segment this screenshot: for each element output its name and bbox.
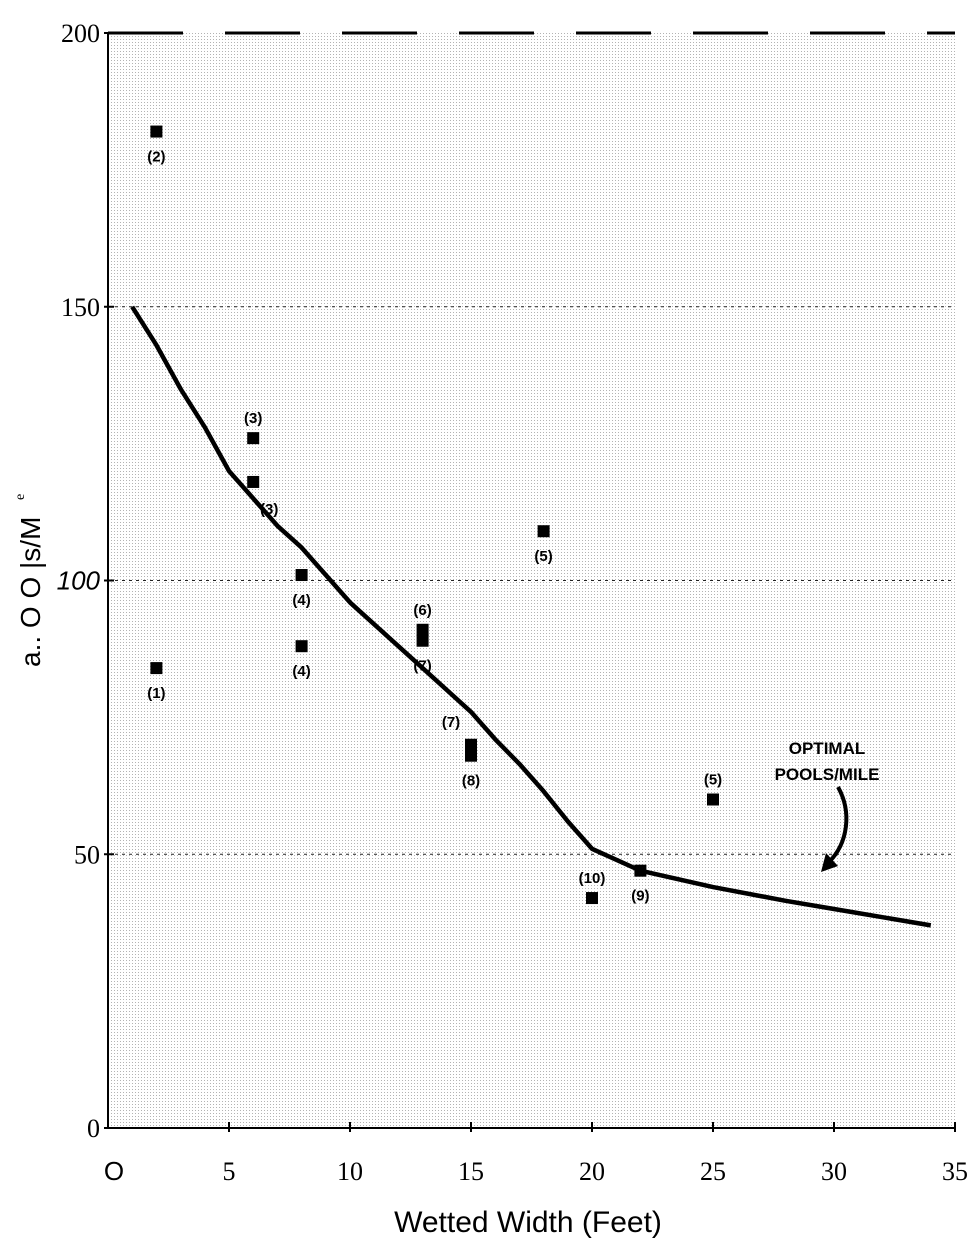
data-point-label-10: (5): [534, 548, 552, 565]
annotation-line2: POOLS/MILE: [775, 765, 880, 784]
y-tick-labels: 0 50 100 150 200: [57, 19, 114, 1143]
data-point-8: [465, 738, 477, 751]
gridlines: [108, 306, 955, 855]
data-point-5: [295, 640, 308, 653]
data-point-3: [247, 475, 260, 488]
y-tick-label-50: 50: [74, 840, 100, 869]
data-point-label-8: (7): [442, 714, 460, 731]
x-tick-label-20: 20: [579, 1157, 605, 1186]
data-point-label-2: (3): [244, 410, 262, 427]
x-tick-label-15: 15: [458, 1157, 484, 1186]
optimal-pools-curve: [130, 305, 932, 928]
data-point-label-1: (1): [147, 685, 165, 702]
y-tick-label-100: 100: [57, 566, 101, 596]
data-point-label-6: (6): [413, 602, 431, 619]
plot-background: [108, 33, 955, 1130]
y-axis-label: a.. O O |s/M: [15, 517, 46, 667]
x-tick-label-30: 30: [821, 1157, 847, 1186]
data-point-label-3: (3): [260, 501, 278, 518]
annotation-line1: OPTIMAL: [789, 739, 866, 758]
data-point-6: [416, 623, 429, 636]
y-axis-label-superscript: e: [13, 494, 28, 500]
data-point-12: [634, 864, 647, 877]
y-tick-label-200: 200: [61, 19, 100, 48]
x-tick-label-5: 5: [223, 1157, 236, 1186]
y-tick-label-0: 0: [87, 1114, 100, 1143]
data-point-label-7: (7): [413, 658, 431, 675]
data-point-label-9: (8): [462, 773, 480, 790]
x-tick-label-10: 10: [337, 1157, 363, 1186]
data-point-label-12: (9): [631, 888, 649, 905]
data-point-4: [295, 569, 308, 582]
points-layer: (2) (1) (3) (3) (4) (4) (6) (7) (7) (8) (5) (10) (9)…: [147, 125, 722, 905]
data-point-7: [416, 634, 429, 647]
annotation-arrowhead: [821, 853, 838, 872]
data-point-label-0: (2): [147, 149, 165, 166]
annotation-arrow: [827, 786, 849, 864]
x-tick-label-25: 25: [700, 1157, 726, 1186]
x-tick-label-35: 35: [942, 1157, 968, 1186]
data-point-label-11: (10): [579, 870, 606, 887]
data-point-label-5: (4): [292, 663, 310, 680]
data-point-10: [537, 525, 550, 538]
data-point-label-4: (4): [292, 592, 310, 609]
annotation-layer: OPTIMAL POOLS/MILE: [775, 739, 880, 872]
data-point-2: [247, 432, 260, 445]
data-point-13: [707, 793, 719, 806]
y-tick-label-150: 150: [61, 293, 100, 322]
x-tick-label-0: O: [104, 1156, 124, 1186]
data-point-11: [586, 892, 598, 905]
data-point-9: [465, 749, 477, 762]
data-point-1: [150, 662, 163, 675]
y-axis-label-group: a.. O O |s/M e: [13, 494, 46, 667]
x-axis-label: Wetted Width (Feet): [394, 1206, 662, 1239]
data-point-label-13: (5): [704, 772, 722, 789]
x-tick-labels: O 5 10 15 20 25 30 35: [104, 1122, 968, 1186]
curve-layer: [130, 305, 932, 928]
data-point-0: [150, 125, 163, 138]
